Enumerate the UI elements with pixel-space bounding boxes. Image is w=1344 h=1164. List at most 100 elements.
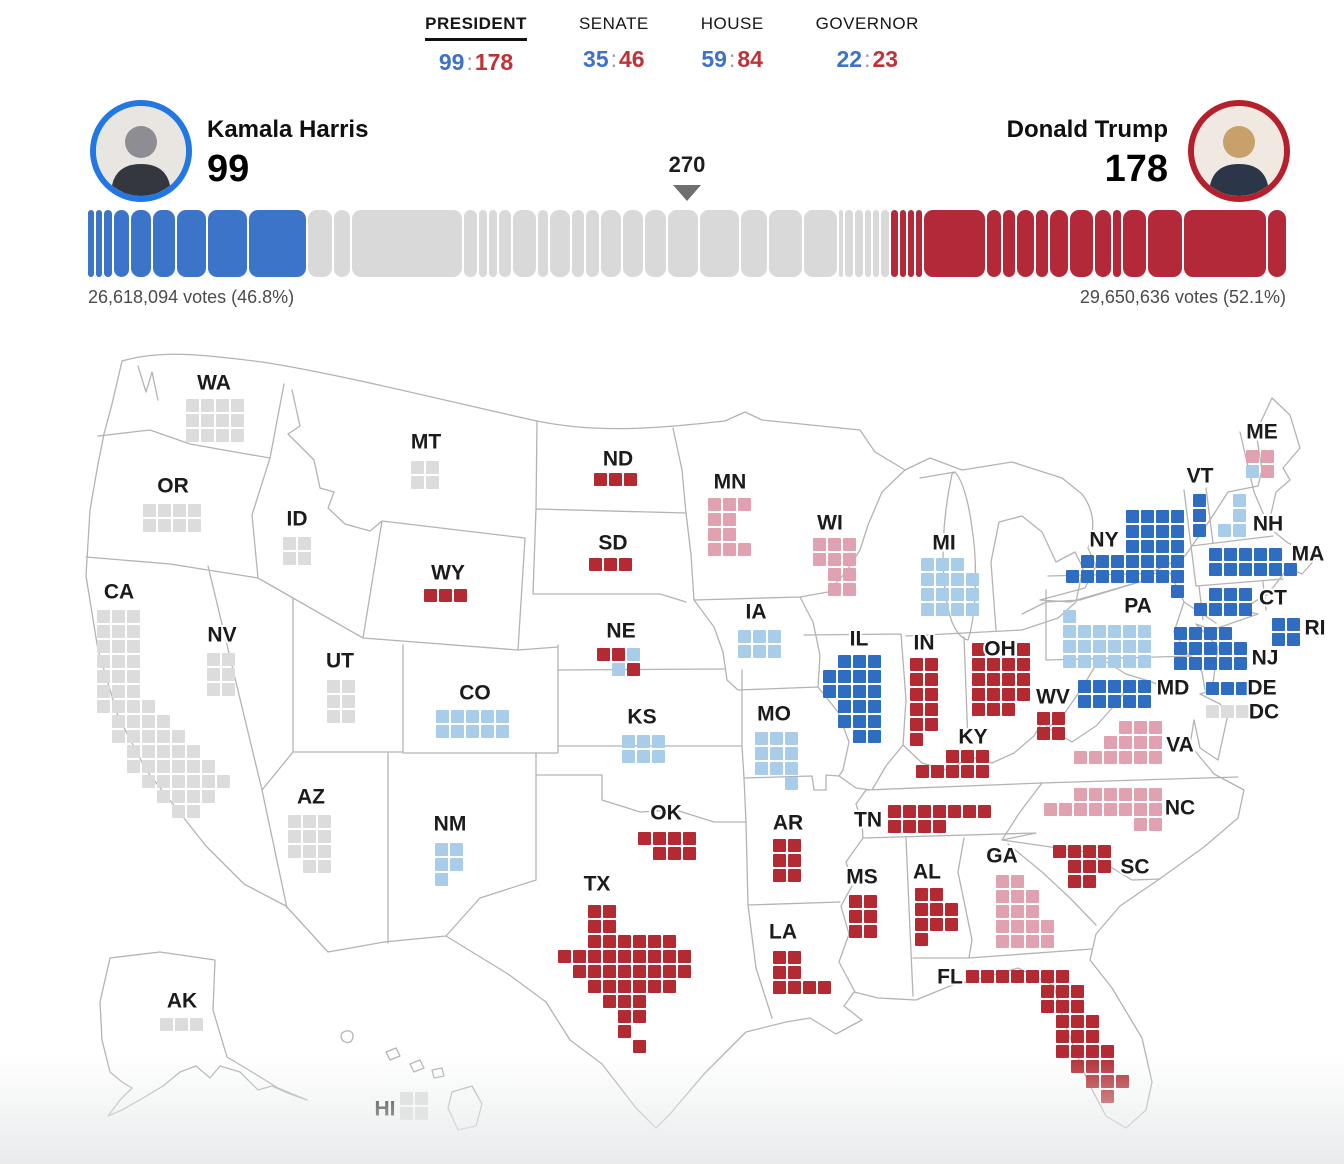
ev-square	[868, 700, 881, 713]
ev-square	[1126, 540, 1139, 553]
state-TX[interactable]: TX	[558, 871, 691, 1054]
state-RI[interactable]: RI	[1272, 615, 1328, 647]
ev-square	[963, 805, 976, 818]
ev-square	[1224, 563, 1237, 576]
ev-square	[112, 670, 125, 683]
bar-segment-AZ	[513, 210, 536, 277]
state-DE[interactable]: DE	[1206, 675, 1279, 702]
ev-square	[1074, 751, 1087, 764]
state-NY[interactable]: NY	[1066, 510, 1184, 598]
state-OH[interactable]: OH	[972, 636, 1030, 717]
state-ME[interactable]: ME	[1244, 419, 1280, 479]
ev-square	[864, 910, 877, 923]
ev-square	[683, 832, 696, 845]
ev-square	[633, 950, 646, 963]
state-label-MD: MD	[1157, 677, 1190, 700]
ev-square	[1239, 603, 1252, 616]
bar-segment-MT	[488, 210, 497, 277]
state-label-SD: SD	[598, 532, 627, 555]
state-AZ[interactable]: AZ	[288, 784, 331, 874]
tab-president[interactable]: PRESIDENT 99:178	[425, 14, 527, 76]
state-PA[interactable]: PA	[1063, 593, 1154, 669]
state-MO[interactable]: MO	[755, 701, 798, 791]
state-MI[interactable]: MI	[921, 530, 979, 617]
tab-governor[interactable]: GOVERNOR 22:23	[816, 14, 919, 76]
state-NC[interactable]: NC	[1044, 788, 1197, 831]
state-VT[interactable]: VT	[1185, 463, 1216, 538]
ev-square	[1123, 640, 1136, 653]
bar-segment-MS	[1035, 210, 1048, 277]
state-ND[interactable]: ND	[594, 446, 637, 487]
state-NJ[interactable]: NJ	[1174, 627, 1280, 672]
trump-name: Donald Trump	[1006, 116, 1168, 143]
ev-square	[231, 414, 244, 427]
state-OR[interactable]: OR	[143, 473, 201, 533]
ev-square	[1219, 642, 1232, 655]
ev-square	[987, 658, 1000, 671]
state-label-TN: TN	[854, 809, 882, 832]
state-SC[interactable]: SC	[1053, 845, 1152, 888]
state-AR[interactable]: AR	[771, 810, 805, 883]
state-FL[interactable]: FL	[935, 964, 1129, 1104]
state-GA[interactable]: GA	[984, 843, 1054, 949]
ev-square	[773, 966, 786, 979]
state-WA[interactable]: WA	[186, 370, 244, 443]
state-CA[interactable]: CA	[97, 579, 230, 819]
ev-square	[1219, 627, 1232, 640]
state-label-HI: HI	[375, 1098, 396, 1121]
tab-house[interactable]: HOUSE 59:84	[701, 14, 764, 76]
ev-square	[1134, 803, 1147, 816]
state-WV[interactable]: WV	[1034, 684, 1072, 741]
ev-square	[813, 538, 826, 551]
state-CT[interactable]: CT	[1194, 585, 1289, 617]
ev-square	[187, 745, 200, 758]
state-MT[interactable]: MT	[409, 429, 443, 490]
state-MN[interactable]: MN	[708, 469, 751, 557]
state-HI[interactable]: HI	[373, 1092, 429, 1123]
state-NE[interactable]: NE	[597, 618, 640, 677]
state-NV[interactable]: NV	[205, 622, 239, 697]
state-OK[interactable]: OK	[638, 800, 696, 861]
state-UT[interactable]: UT	[324, 648, 356, 724]
state-TN[interactable]: TN	[852, 805, 991, 834]
state-NH[interactable]: NH	[1218, 494, 1285, 538]
ev-square	[1108, 625, 1121, 638]
ev-square	[838, 670, 851, 683]
state-VA[interactable]: VA	[1074, 721, 1196, 764]
bar-segment-UT	[498, 210, 512, 277]
ev-square	[1093, 655, 1106, 668]
ev-square	[1071, 1030, 1084, 1043]
ev-square	[318, 845, 331, 858]
ev-square	[573, 965, 586, 978]
state-WY[interactable]: WY	[424, 560, 467, 603]
state-NM[interactable]: NM	[432, 811, 468, 887]
state-KS[interactable]: KS	[622, 704, 665, 764]
state-IL[interactable]: IL	[823, 626, 881, 744]
state-AL[interactable]: AL	[911, 859, 958, 947]
state-DC[interactable]: DC	[1206, 699, 1281, 726]
state-MS[interactable]: MS	[844, 864, 880, 939]
tab-senate[interactable]: SENATE 35:46	[579, 14, 649, 76]
state-IA[interactable]: IA	[738, 599, 781, 659]
ev-square	[770, 762, 783, 775]
bar-segment-NH	[844, 210, 853, 277]
state-SD[interactable]: SD	[589, 530, 632, 572]
state-label-DC: DC	[1249, 701, 1279, 724]
ev-square	[188, 519, 201, 532]
ev-square	[1138, 640, 1151, 653]
state-CO[interactable]: CO	[436, 680, 509, 739]
state-IN[interactable]: IN	[910, 630, 938, 747]
ev-square	[910, 658, 923, 671]
state-AK[interactable]: AK	[160, 988, 203, 1032]
ev-square	[186, 429, 199, 442]
state-LA[interactable]: LA	[767, 919, 831, 995]
ev-square	[864, 895, 877, 908]
ev-square	[966, 970, 979, 983]
state-KY[interactable]: KY	[916, 724, 990, 779]
ev-square	[1081, 555, 1094, 568]
state-MD[interactable]: MD	[1078, 675, 1191, 709]
state-WI[interactable]: WI	[813, 510, 856, 597]
state-MA[interactable]: MA	[1209, 541, 1326, 577]
ev-square	[627, 663, 640, 676]
state-ID[interactable]: ID	[283, 506, 311, 566]
